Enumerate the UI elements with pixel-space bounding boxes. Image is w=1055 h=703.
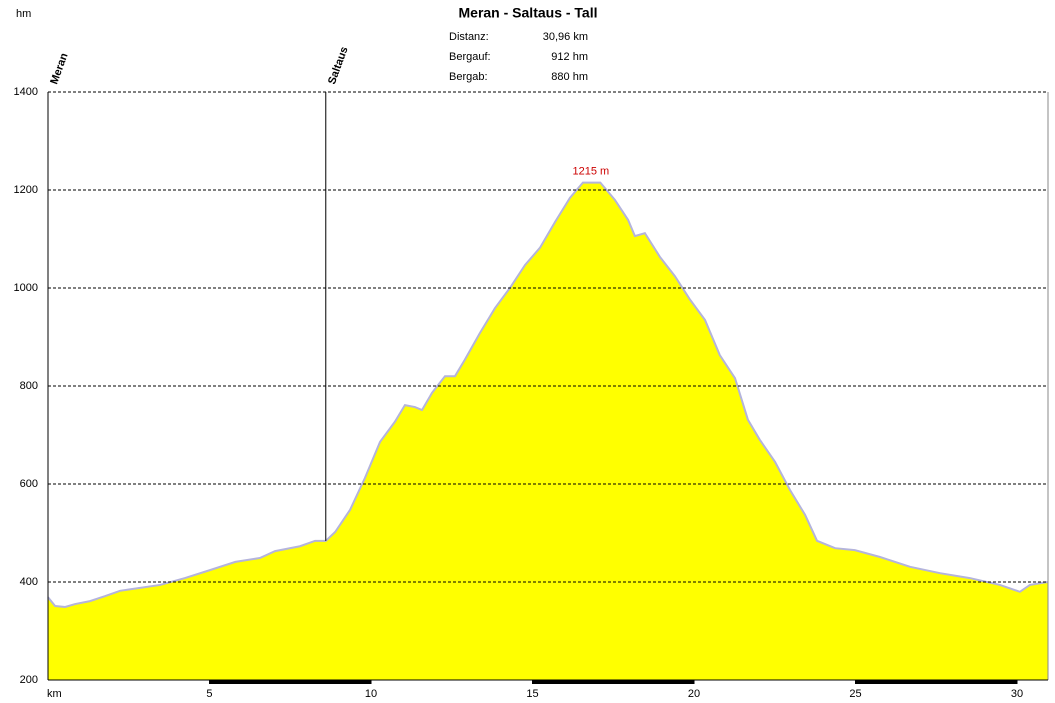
- stat-value: 30,96 km: [543, 31, 588, 43]
- scale-band: [209, 680, 371, 684]
- y-tick-label: 400: [20, 576, 38, 588]
- scale-band: [855, 680, 1017, 684]
- scale-band: [532, 680, 694, 684]
- x-tick-label: 10: [365, 688, 377, 700]
- stat-value: 912 hm: [551, 51, 588, 63]
- y-tick-label: 600: [20, 478, 38, 490]
- stat-label: Distanz:: [449, 31, 489, 43]
- x-axis-label: km: [47, 688, 62, 700]
- stat-value: 880 hm: [551, 71, 588, 83]
- x-tick-label: 25: [849, 688, 861, 700]
- y-tick-label: 1000: [14, 282, 38, 294]
- y-tick-label: 1400: [14, 86, 38, 98]
- area: [48, 182, 1048, 680]
- y-tick-label: 800: [20, 380, 38, 392]
- chart-title: Meran - Saltaus - Tall: [459, 5, 598, 21]
- waypoint-label: Saltaus: [326, 45, 351, 86]
- y-tick-label: 1200: [14, 184, 38, 196]
- x-tick-label: 20: [688, 688, 700, 700]
- y-axis-label: hm: [16, 8, 31, 20]
- profile-line: [47, 181, 1049, 609]
- peak-label: 1215 m: [573, 166, 610, 178]
- y-tick-label: 200: [20, 674, 38, 686]
- stat-label: Bergab:: [449, 71, 488, 83]
- waypoint-label: Meran: [48, 51, 70, 86]
- stat-label: Bergauf:: [449, 51, 491, 63]
- x-tick-label: 5: [206, 688, 212, 700]
- x-tick-label: 15: [526, 688, 538, 700]
- x-tick-label: 30: [1011, 688, 1023, 700]
